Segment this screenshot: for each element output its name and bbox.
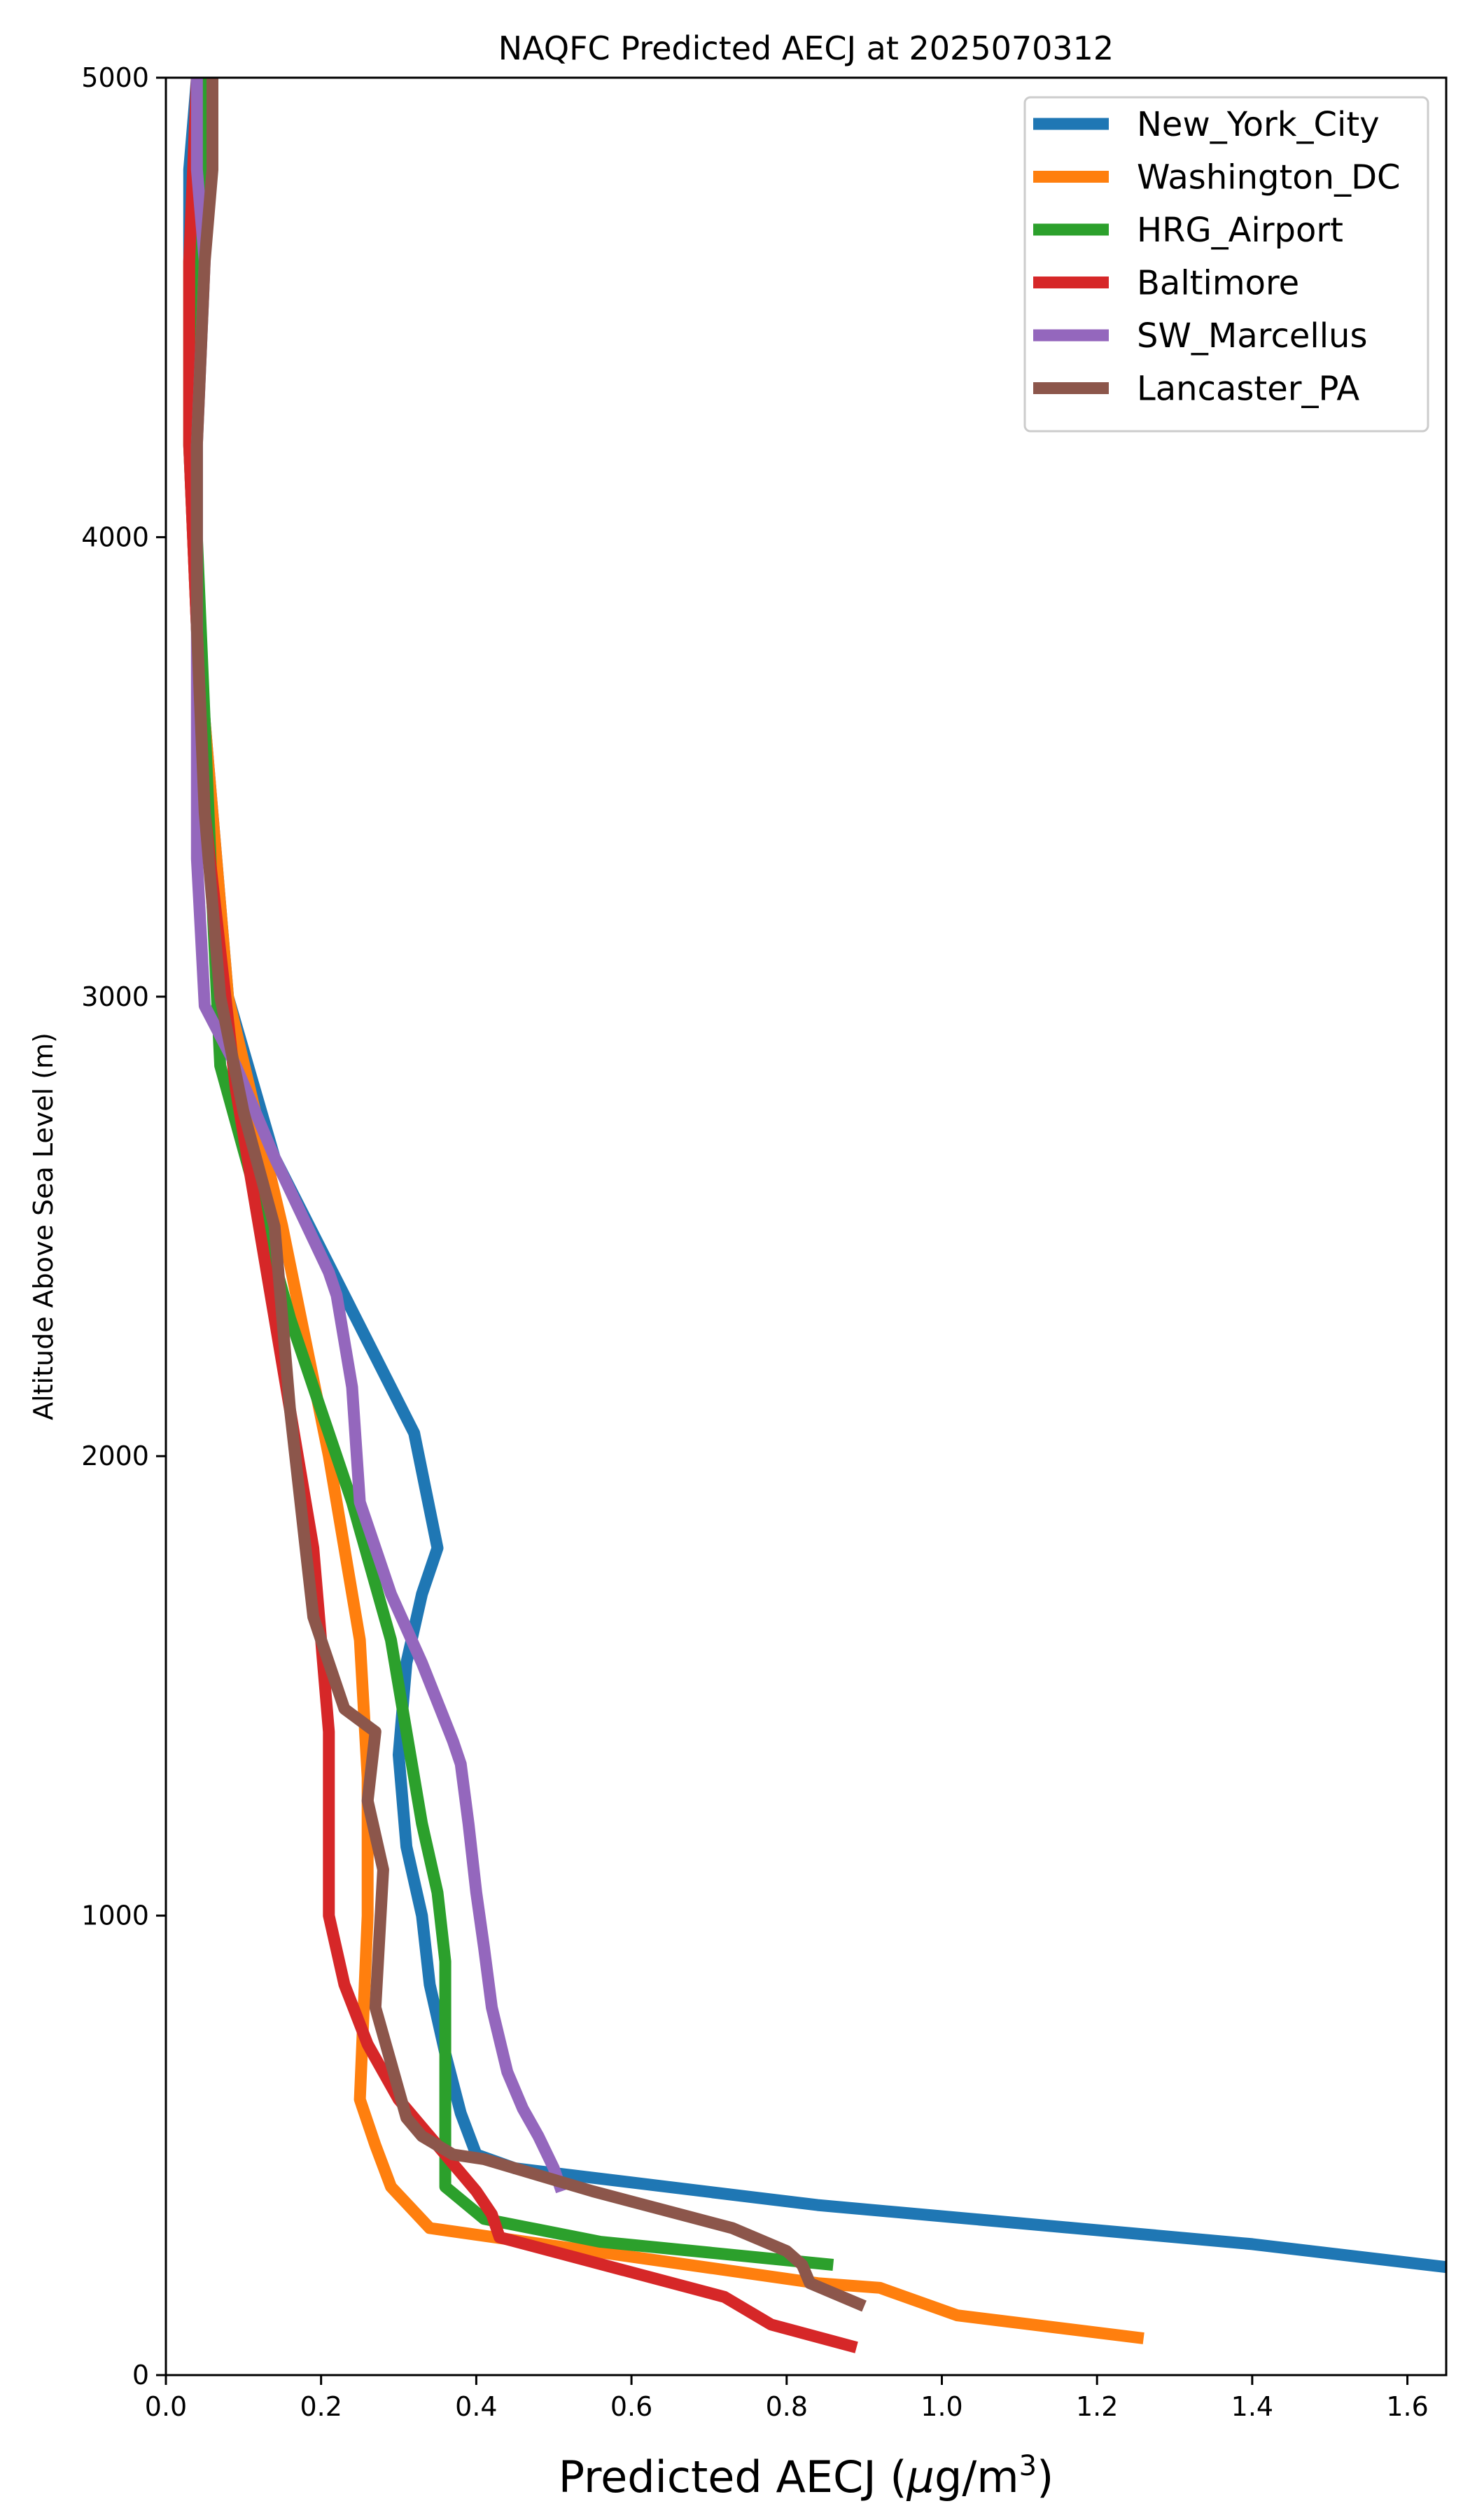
x-tick-label: 0.6	[610, 2391, 652, 2422]
x-axis-label-unit: g/m	[934, 2451, 1019, 2502]
y-tick-label: 5000	[81, 62, 149, 93]
x-tick-label: 1.4	[1231, 2391, 1273, 2422]
y-tick-label: 2000	[81, 1441, 149, 1471]
series-line-lancaster-pa	[190, 78, 867, 2312]
legend-label-hrg-airport: HRG_Airport	[1137, 211, 1343, 250]
x-axis-label-main: Predicted AECJ (	[559, 2451, 907, 2502]
y-tick-label: 1000	[81, 1900, 149, 1931]
x-tick-label: 0.2	[300, 2391, 342, 2422]
x-tick-label: 1.0	[920, 2391, 962, 2422]
y-tick-label: 3000	[81, 981, 149, 1012]
y-tick-label: 0	[132, 2360, 149, 2390]
x-tick-label: 1.6	[1386, 2391, 1428, 2422]
legend-label-sw-marcellus: SW_Marcellus	[1137, 316, 1367, 356]
x-tick-label: 1.2	[1076, 2391, 1118, 2422]
legend: New_York_City Washington_DC HRG_Airport Bal…	[1023, 96, 1429, 433]
y-axis-label: Altitude Above Sea Level (m)	[28, 1032, 59, 1420]
legend-box	[1023, 96, 1429, 433]
chart-title: NAQFC Predicted AECJ at 2025070312	[498, 29, 1114, 67]
x-tick-label: 0.4	[455, 2391, 497, 2422]
x-axis-label-mu: μ	[906, 2451, 934, 2502]
y-tick-label: 4000	[81, 522, 149, 552]
legend-label-lancaster-pa: Lancaster_PA	[1137, 370, 1359, 409]
x-tick-label: 0.0	[145, 2391, 187, 2422]
x-axis-label-superscript: 3	[1019, 2450, 1037, 2482]
legend-label-new-york-city: New_York_City	[1137, 105, 1380, 144]
y-axis-ticks: 0 1000 2000 3000 4000 5000	[81, 62, 166, 2390]
x-tick-label: 0.8	[766, 2391, 808, 2422]
x-axis-label-close: )	[1037, 2451, 1054, 2502]
legend-label-baltimore: Baltimore	[1137, 264, 1299, 303]
series-group	[183, 78, 1446, 2353]
x-axis-label: Predicted AECJ (μg/m3)	[559, 2450, 1054, 2502]
legend-label-washington-dc: Washington_DC	[1137, 158, 1401, 197]
x-axis-ticks: 0.0 0.2 0.4 0.6 0.8 1.0 1.2 1.4 1.6	[145, 2375, 1429, 2422]
axes-frame	[164, 76, 1448, 2376]
